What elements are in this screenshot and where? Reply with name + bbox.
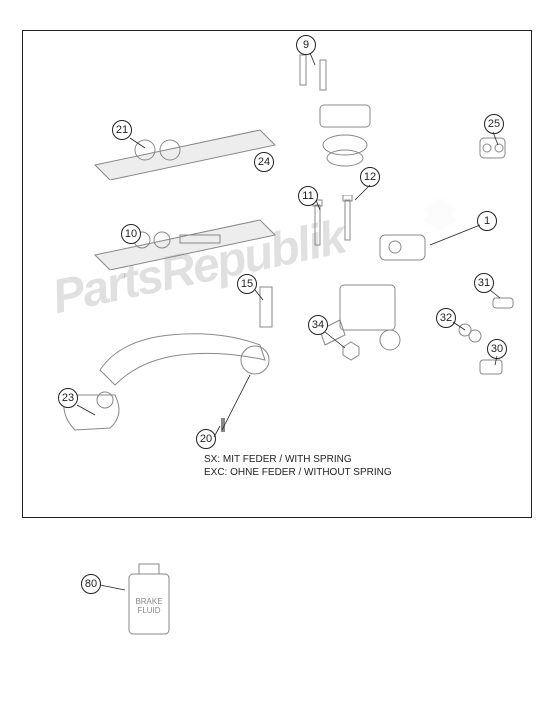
part-screws-top [295, 50, 335, 100]
callout-circle: 31 [474, 273, 494, 293]
callout-circle: 20 [196, 429, 216, 449]
callout-9: 9 [296, 35, 316, 55]
spring-note-line1: SX: MIT FEDER / WITH SPRING [204, 454, 352, 465]
callout-circle: 1 [477, 211, 497, 231]
callout-circle: 9 [296, 35, 316, 55]
callout-20: 20 [196, 429, 216, 449]
callout-30: 30 [487, 339, 507, 359]
part-hex-nut-34 [340, 340, 362, 362]
part-bolts [310, 195, 370, 255]
callout-circle: 25 [484, 114, 504, 134]
callout-circle: 12 [360, 167, 380, 187]
callout-circle: 10 [121, 224, 141, 244]
callout-10: 10 [121, 224, 141, 244]
callout-circle: 80 [81, 574, 101, 594]
part-washers-32 [455, 320, 485, 345]
callout-1: 1 [477, 211, 497, 231]
callout-circle: 21 [112, 120, 132, 140]
diagram-frame [22, 30, 532, 518]
part-set-screw [216, 415, 236, 435]
callout-24: 24 [254, 152, 274, 172]
spring-note-line2: EXC: OHNE FEDER / WITHOUT SPRING [204, 467, 392, 478]
callout-circle: 23 [58, 388, 78, 408]
callout-12: 12 [360, 167, 380, 187]
brake-fluid-text: BRAKE FLUID [135, 597, 162, 615]
callout-circle: 34 [308, 315, 328, 335]
callout-23: 23 [58, 388, 78, 408]
callout-31: 31 [474, 273, 494, 293]
part-banjo-31 [490, 290, 520, 315]
callout-circle: 32 [436, 308, 456, 328]
part-band-10 [90, 215, 280, 270]
callout-11: 11 [298, 186, 318, 206]
part-bracket-25 [475, 130, 515, 170]
callout-32: 32 [436, 308, 456, 328]
callout-21: 21 [112, 120, 132, 140]
callout-circle: 11 [298, 186, 318, 206]
callout-80: 80 [81, 574, 101, 594]
callout-25: 25 [484, 114, 504, 134]
gear-icon [420, 195, 460, 235]
brake-fluid-label: BRAKE FLUID [132, 598, 166, 616]
callout-circle: 24 [254, 152, 274, 172]
callout-15: 15 [237, 274, 257, 294]
callout-34: 34 [308, 315, 328, 335]
callout-circle: 15 [237, 274, 257, 294]
callout-circle: 30 [487, 339, 507, 359]
part-reservoir-cap [310, 100, 380, 170]
part-clamp [375, 230, 435, 270]
